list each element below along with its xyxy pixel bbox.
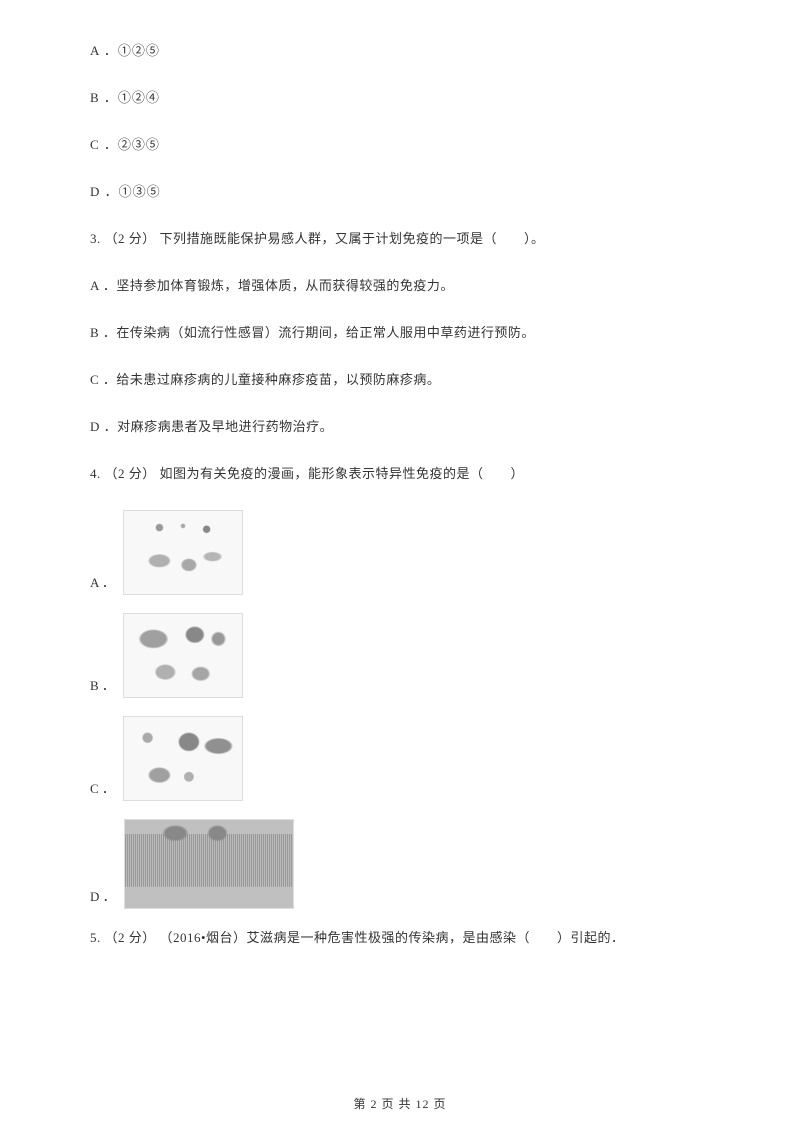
cartoon-image-c: [123, 716, 243, 801]
question-4-option-c-container: C ．: [90, 716, 710, 801]
question-3-option-a: A ．坚持参加体育锻炼，增强体质，从而获得较强的免疫力。: [90, 275, 710, 294]
question-4-b-letter: B ．: [90, 675, 115, 698]
question-5-stem: 5. （2 分） （2016•烟台）艾滋病是一种危害性极强的传染病，是由感染（ …: [90, 927, 710, 946]
question-4-d-letter: D ．: [90, 886, 116, 909]
question-4-option-d-container: D ．: [90, 819, 710, 909]
prev-option-b: B ．①②④: [90, 87, 710, 106]
question-3-option-c: C ．给未患过麻疹病的儿童接种麻疹疫苗，以预防麻疹病。: [90, 369, 710, 388]
question-4-option-b-container: B ．: [90, 613, 710, 698]
question-4-a-letter: A ．: [90, 572, 115, 595]
cartoon-image-d: [124, 819, 294, 909]
page-footer: 第 2 页 共 12 页: [0, 1095, 800, 1112]
prev-option-d: D ．①③⑤: [90, 181, 710, 200]
question-3-stem: 3. （2 分） 下列措施既能保护易感人群，又属于计划免疫的一项是（ ）。: [90, 228, 710, 247]
question-4-stem: 4. （2 分） 如图为有关免疫的漫画，能形象表示特异性免疫的是（ ）: [90, 463, 710, 482]
question-4-option-a-container: A ．: [90, 510, 710, 595]
question-3-option-d: D ．对麻疹病患者及早地进行药物治疗。: [90, 416, 710, 435]
cartoon-image-b: [123, 613, 243, 698]
prev-option-c: C ．②③⑤: [90, 134, 710, 153]
cartoon-image-a: [123, 510, 243, 595]
question-4-c-letter: C ．: [90, 778, 115, 801]
prev-option-a: A ．①②⑤: [90, 40, 710, 59]
question-3-option-b: B ．在传染病（如流行性感冒）流行期间，给正常人服用中草药进行预防。: [90, 322, 710, 341]
